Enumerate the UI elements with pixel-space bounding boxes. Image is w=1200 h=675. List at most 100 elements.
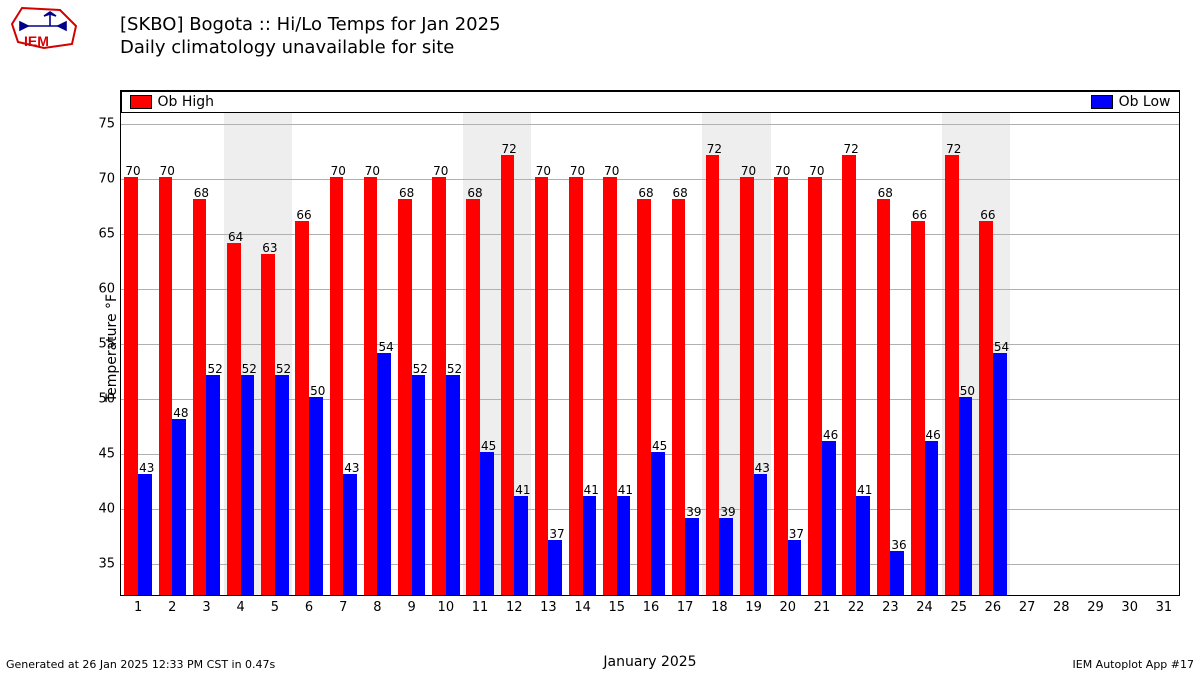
xtick-label: 28 [1053, 600, 1070, 615]
bar-label-high: 68 [878, 186, 893, 200]
gridline [121, 124, 1179, 125]
bar-label-high: 68 [399, 186, 414, 200]
iem-logo-icon: IEM [4, 4, 82, 50]
bar-low [412, 375, 426, 595]
legend-swatch-high [130, 95, 152, 109]
xtick-label: 24 [916, 600, 933, 615]
title-line-1: [SKBO] Bogota :: Hi/Lo Temps for Jan 202… [120, 14, 501, 37]
bar-label-high: 66 [296, 208, 311, 222]
bar-label-high: 70 [775, 164, 790, 178]
bar-label-high: 68 [673, 186, 688, 200]
bar-label-high: 70 [604, 164, 619, 178]
bar-low [343, 474, 357, 595]
xtick-label: 10 [438, 600, 455, 615]
ytick-label: 45 [98, 447, 115, 462]
xtick-label: 13 [540, 600, 557, 615]
bar-label-low: 46 [823, 428, 838, 442]
xtick-label: 22 [848, 600, 865, 615]
bar-label-low: 52 [207, 362, 222, 376]
bar-high [398, 199, 412, 595]
bar-label-low: 52 [413, 362, 428, 376]
y-axis-label: Temperature °F [104, 294, 120, 402]
xtick-label: 26 [985, 600, 1002, 615]
xtick-label: 9 [408, 600, 416, 615]
bar-label-high: 72 [843, 142, 858, 156]
bar-low [548, 540, 562, 595]
bar-label-high: 72 [946, 142, 961, 156]
ytick-label: 70 [98, 172, 115, 187]
bar-low [651, 452, 665, 595]
bar-high [124, 177, 138, 595]
bar-label-low: 52 [242, 362, 257, 376]
bar-low [719, 518, 733, 595]
bar-label-low: 37 [789, 527, 804, 541]
bar-high [637, 199, 651, 595]
xtick-label: 3 [202, 600, 210, 615]
bar-label-low: 43 [755, 461, 770, 475]
bar-high [227, 243, 241, 595]
bar-label-low: 50 [310, 384, 325, 398]
bar-label-high: 72 [707, 142, 722, 156]
bar-high [808, 177, 822, 595]
bar-low [172, 419, 186, 595]
bar-label-high: 68 [467, 186, 482, 200]
x-axis-label: January 2025 [603, 654, 696, 670]
bar-label-high: 68 [194, 186, 209, 200]
xtick-label: 4 [237, 600, 245, 615]
root: IEM [SKBO] Bogota :: Hi/Lo Temps for Jan… [0, 0, 1200, 675]
legend-item-low: Ob Low [1091, 94, 1171, 110]
bar-label-low: 45 [652, 439, 667, 453]
xtick-label: 14 [574, 600, 591, 615]
bar-label-high: 66 [980, 208, 995, 222]
legend-label-high: Ob High [158, 94, 215, 110]
xtick-label: 27 [1019, 600, 1036, 615]
bar-high [945, 155, 959, 595]
bar-low [583, 496, 597, 595]
bar-high [740, 177, 754, 595]
footer-app: IEM Autoplot App #17 [1073, 658, 1195, 671]
bar-low [856, 496, 870, 595]
legend: Ob High Ob Low [121, 91, 1180, 113]
bar-label-low: 39 [686, 505, 701, 519]
bar-high [603, 177, 617, 595]
bar-high [672, 199, 686, 595]
bar-low [377, 353, 391, 595]
xtick-label: 17 [677, 600, 694, 615]
bar-low [309, 397, 323, 595]
bar-low [617, 496, 631, 595]
bar-high [706, 155, 720, 595]
bar-high [295, 221, 309, 595]
xtick-label: 21 [814, 600, 831, 615]
xtick-label: 6 [305, 600, 313, 615]
bar-label-low: 37 [549, 527, 564, 541]
bar-low [993, 353, 1007, 595]
bar-low [890, 551, 904, 595]
bar-low [446, 375, 460, 595]
xtick-label: 12 [506, 600, 523, 615]
bar-low [754, 474, 768, 595]
xtick-label: 1 [134, 600, 142, 615]
legend-label-low: Ob Low [1119, 94, 1171, 110]
bar-label-high: 70 [331, 164, 346, 178]
xtick-label: 11 [472, 600, 489, 615]
bar-label-low: 54 [994, 340, 1009, 354]
bar-low [138, 474, 152, 595]
xtick-label: 2 [168, 600, 176, 615]
bar-label-low: 43 [139, 461, 154, 475]
bar-label-high: 70 [741, 164, 756, 178]
bar-label-low: 41 [857, 483, 872, 497]
bar-label-high: 68 [638, 186, 653, 200]
bar-label-high: 72 [502, 142, 517, 156]
xtick-label: 31 [1156, 600, 1173, 615]
xtick-label: 16 [643, 600, 660, 615]
bar-high [774, 177, 788, 595]
bar-low [480, 452, 494, 595]
bar-high [432, 177, 446, 595]
bar-high [501, 155, 515, 595]
bar-low [822, 441, 836, 595]
bar-high [842, 155, 856, 595]
svg-text:IEM: IEM [24, 33, 49, 49]
bar-label-low: 39 [720, 505, 735, 519]
xtick-label: 29 [1087, 600, 1104, 615]
chart-title: [SKBO] Bogota :: Hi/Lo Temps for Jan 202… [120, 14, 501, 59]
